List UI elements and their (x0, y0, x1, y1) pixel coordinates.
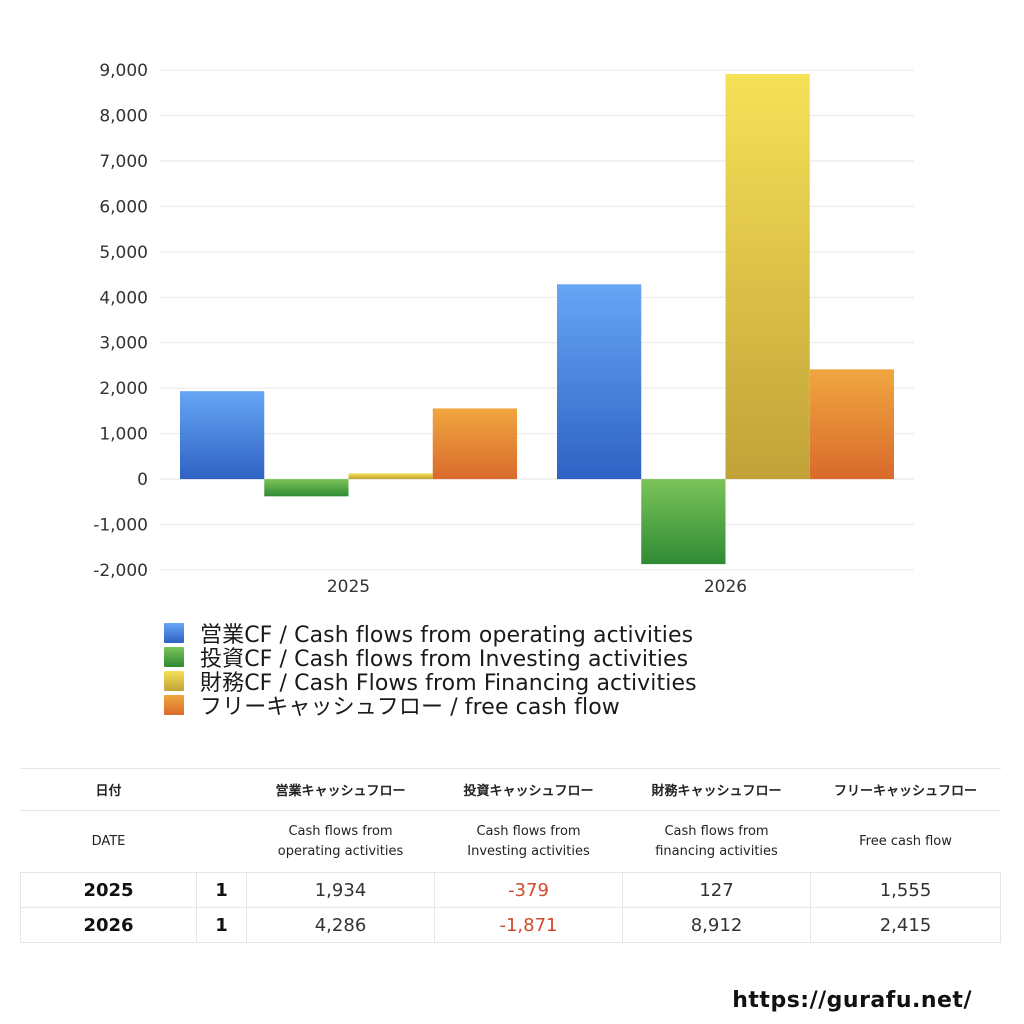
table-header-en: DATE Cash flows from operating activities… (20, 810, 1001, 873)
site-url[interactable]: https://gurafu.net/ (732, 988, 972, 1013)
header-free-en: Free cash flow (810, 810, 1001, 873)
legend-item-free-cash-flow: フリーキャッシュフロー / free cash flow (164, 693, 697, 720)
bar-2026-series-1 (641, 479, 726, 565)
y-tick-label: 2,000 (99, 379, 148, 399)
cell-financing: 127 (622, 872, 811, 908)
legend-label-free-cash-flow: フリーキャッシュフロー / free cash flow (200, 695, 620, 720)
bar-2025-series-1 (264, 479, 349, 497)
cash-flow-table: 日付 営業キャッシュフロー 投資キャッシュフロー 財務キャッシュフロー フリーキ… (20, 768, 1001, 943)
bar-2025-series-3 (432, 408, 517, 480)
y-tick-label: 6,000 (99, 197, 148, 217)
header-free-ja: フリーキャッシュフロー (810, 768, 1001, 811)
header-financing-en: Cash flows from financing activities (622, 810, 811, 873)
table-row: 2025 1 1,934 -379 127 1,555 (20, 872, 1001, 908)
bar-2026-series-0 (557, 284, 642, 480)
header-investing-ja: 投資キャッシュフロー (434, 768, 623, 811)
bar-2026-series-2 (725, 74, 810, 480)
header-count-ja (196, 768, 247, 811)
cell-count: 1 (196, 872, 247, 908)
bar-2025-series-2 (348, 473, 433, 480)
cell-investing: -1,871 (434, 907, 623, 943)
cell-investing: -379 (434, 872, 623, 908)
bar-2025-series-0 (180, 391, 265, 480)
header-investing-en: Cash flows from Investing activities (434, 810, 623, 873)
y-tick-label: 0 (137, 470, 148, 490)
legend-label-operating: 営業CF / Cash flows from operating activit… (200, 623, 694, 648)
y-tick-label: 1,000 (99, 425, 148, 445)
bar-2026-series-3 (809, 369, 894, 480)
cell-year: 2026 (20, 907, 197, 943)
y-tick-label: 9,000 (99, 61, 148, 81)
legend-item-financing: 財務CF / Cash Flows from Financing activit… (164, 669, 697, 696)
x-tick-label: 2026 (704, 577, 747, 597)
y-tick-label: 8,000 (99, 106, 148, 126)
header-operating-ja: 営業キャッシュフロー (246, 768, 435, 811)
legend-item-operating: 営業CF / Cash flows from operating activit… (164, 621, 697, 648)
header-financing-ja: 財務キャッシュフロー (622, 768, 811, 811)
legend-label-financing: 財務CF / Cash Flows from Financing activit… (200, 671, 697, 696)
x-axis-tick-labels: 2025 2026 (327, 577, 747, 597)
cell-year: 2025 (20, 872, 197, 908)
bars (180, 74, 894, 565)
y-tick-label: -2,000 (93, 561, 148, 581)
y-tick-label: 3,000 (99, 334, 148, 354)
legend-swatch-free-cash-flow (164, 695, 184, 715)
legend-swatch-financing (164, 671, 184, 691)
header-date-en: DATE (20, 810, 197, 873)
header-date-ja: 日付 (20, 768, 197, 811)
cell-count: 1 (196, 907, 247, 943)
cell-free: 2,415 (810, 907, 1001, 943)
y-axis-tick-labels: 9,000 8,000 7,000 6,000 5,000 4,000 3,000 2,000… (93, 61, 148, 581)
cash-flow-bar-chart: 9,000 8,000 7,000 6,000 5,000 4,000 3,000 2,000… (93, 61, 914, 597)
y-tick-label: -1,000 (93, 516, 148, 536)
legend-swatch-operating (164, 623, 184, 643)
y-tick-label: 4,000 (99, 288, 148, 308)
legend-label-investing: 投資CF / Cash flows from Investing activit… (200, 647, 689, 672)
header-count-en (196, 810, 247, 873)
legend-swatch-investing (164, 647, 184, 667)
cell-operating: 1,934 (246, 872, 435, 908)
table-header-ja: 日付 営業キャッシュフロー 投資キャッシュフロー 財務キャッシュフロー フリーキ… (20, 768, 1001, 811)
legend-item-investing: 投資CF / Cash flows from Investing activit… (164, 645, 697, 672)
cell-free: 1,555 (810, 872, 1001, 908)
y-tick-label: 7,000 (99, 152, 148, 172)
chart-legend: 営業CF / Cash flows from operating activit… (164, 621, 697, 720)
cell-operating: 4,286 (246, 907, 435, 943)
header-operating-en: Cash flows from operating activities (246, 810, 435, 873)
y-tick-label: 5,000 (99, 243, 148, 263)
x-tick-label: 2025 (327, 577, 370, 597)
cell-financing: 8,912 (622, 907, 811, 943)
table-row: 2026 1 4,286 -1,871 8,912 2,415 (20, 907, 1001, 943)
